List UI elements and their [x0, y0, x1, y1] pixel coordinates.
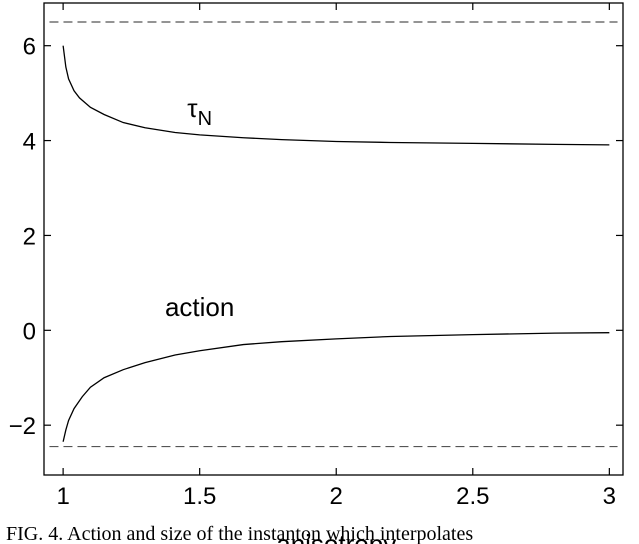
- y-tick-labels: −2 0 2 4 6: [9, 34, 36, 440]
- y-tick-label: 2: [23, 223, 36, 250]
- y-tick-label: −2: [9, 413, 36, 440]
- y-tick-label: 0: [23, 318, 36, 345]
- x-tick-label: 2: [330, 483, 343, 510]
- x-tick-labels: 1 1.5 2 2.5 3: [56, 483, 616, 510]
- y-tick-label: 4: [23, 129, 36, 156]
- x-axis-label: anisotropy: [276, 529, 396, 544]
- figure-caption: FIG. 4. Action and size of the instanton…: [6, 523, 473, 544]
- y-tick-label: 6: [23, 34, 36, 61]
- annotation-subscript: N: [198, 108, 212, 130]
- axes-frame: [43, 2, 624, 476]
- series-annotation: action: [165, 292, 234, 322]
- series-line: [62, 45, 610, 146]
- x-tick-label: 1: [56, 483, 69, 510]
- x-tick-label: 1.5: [183, 483, 216, 510]
- x-tick-label: 3: [603, 483, 616, 510]
- tick-marks: [44, 3, 623, 475]
- plot-area: [43, 2, 624, 476]
- series-group: [49, 21, 618, 448]
- x-tick-label: 2.5: [456, 483, 489, 510]
- series-line: [62, 332, 610, 442]
